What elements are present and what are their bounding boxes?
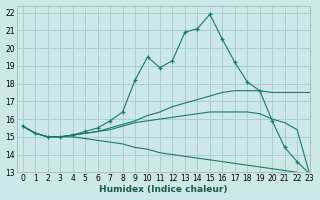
X-axis label: Humidex (Indice chaleur): Humidex (Indice chaleur) (99, 185, 227, 194)
